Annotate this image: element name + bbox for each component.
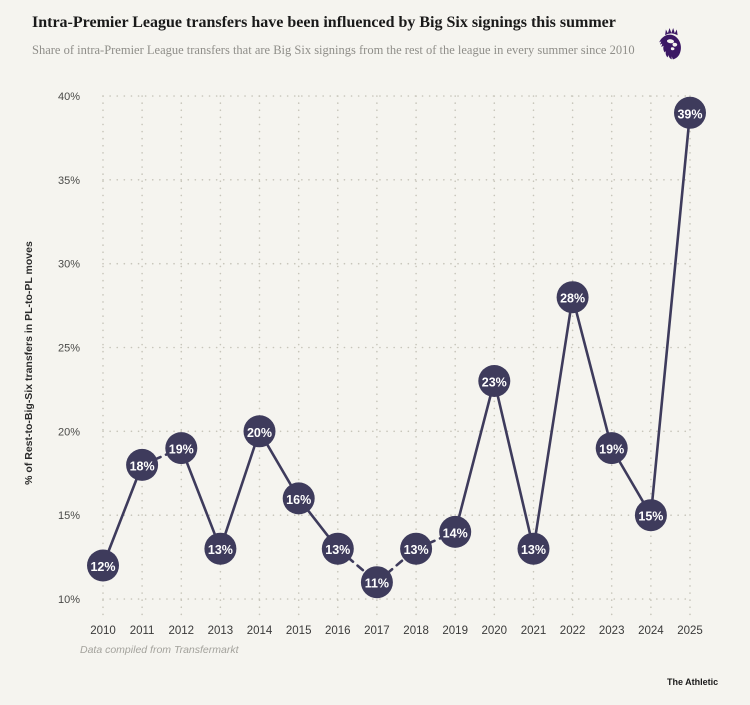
svg-text:2016: 2016 <box>325 625 351 637</box>
svg-text:15%: 15% <box>638 510 663 524</box>
svg-text:2024: 2024 <box>638 625 664 637</box>
svg-text:28%: 28% <box>560 292 585 306</box>
svg-text:2014: 2014 <box>247 625 273 637</box>
svg-text:19%: 19% <box>169 443 194 457</box>
svg-text:12%: 12% <box>90 560 115 574</box>
svg-text:10%: 10% <box>58 594 80 606</box>
svg-text:2020: 2020 <box>482 625 508 637</box>
svg-text:30%: 30% <box>58 259 80 271</box>
svg-text:2019: 2019 <box>442 625 468 637</box>
svg-text:40%: 40% <box>58 91 80 103</box>
svg-text:2021: 2021 <box>521 625 547 637</box>
svg-text:14%: 14% <box>443 526 468 540</box>
svg-text:20%: 20% <box>247 426 272 440</box>
svg-text:2018: 2018 <box>403 625 429 637</box>
svg-text:2011: 2011 <box>130 625 155 637</box>
svg-text:2013: 2013 <box>208 625 234 637</box>
svg-text:2023: 2023 <box>599 625 625 637</box>
svg-text:13%: 13% <box>404 543 429 557</box>
svg-text:15%: 15% <box>58 510 80 522</box>
svg-text:18%: 18% <box>130 459 155 473</box>
svg-text:2010: 2010 <box>90 625 116 637</box>
svg-text:35%: 35% <box>58 175 80 187</box>
svg-text:23%: 23% <box>482 376 507 390</box>
svg-text:19%: 19% <box>599 443 624 457</box>
svg-text:39%: 39% <box>677 107 702 121</box>
svg-text:2012: 2012 <box>169 625 195 637</box>
svg-text:13%: 13% <box>325 543 350 557</box>
svg-text:11%: 11% <box>365 577 389 591</box>
svg-text:2025: 2025 <box>677 625 703 637</box>
svg-text:2022: 2022 <box>560 625 586 637</box>
svg-text:13%: 13% <box>208 543 233 557</box>
svg-text:13%: 13% <box>521 543 546 557</box>
svg-text:2015: 2015 <box>286 625 312 637</box>
svg-text:25%: 25% <box>58 343 80 355</box>
svg-text:2017: 2017 <box>364 625 390 637</box>
svg-text:16%: 16% <box>286 493 311 507</box>
svg-text:20%: 20% <box>58 426 80 438</box>
